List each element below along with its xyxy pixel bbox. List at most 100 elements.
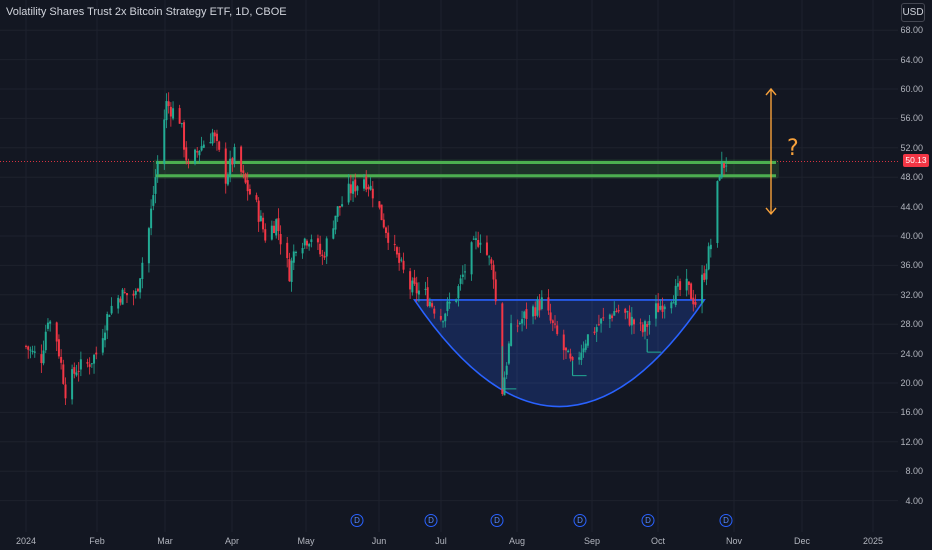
candle-body <box>106 314 109 331</box>
candle-body <box>723 163 726 168</box>
candle-body <box>363 179 366 189</box>
candle-body <box>211 132 214 144</box>
candle-body <box>611 315 614 319</box>
candle-body <box>46 322 49 329</box>
candle-body <box>308 243 311 247</box>
candle-body <box>294 251 297 253</box>
dividend-event-marker[interactable]: D <box>490 514 504 527</box>
candle-body <box>279 233 282 245</box>
candle-body <box>319 243 322 255</box>
price-tick-label: 24.00 <box>900 348 923 359</box>
candle-body <box>224 148 227 184</box>
candle-body <box>657 303 660 313</box>
candle-body <box>95 352 98 355</box>
candle-body <box>301 248 304 254</box>
candle-body <box>365 176 368 190</box>
candle-body <box>692 297 695 305</box>
candle-body <box>325 238 328 257</box>
time-tick-label: Jul <box>435 536 447 546</box>
candle-body <box>134 290 137 295</box>
candlestick-series <box>25 92 728 405</box>
candle-body <box>292 251 295 263</box>
candle-body <box>646 323 649 327</box>
chart-grid <box>0 0 898 532</box>
candle-body <box>257 200 260 222</box>
candle-body <box>571 357 574 361</box>
candle-body <box>25 345 27 347</box>
candle-body <box>444 313 447 322</box>
candle-body <box>125 293 128 296</box>
candle-body <box>580 352 583 360</box>
candle-body <box>316 238 319 243</box>
candle-body <box>44 331 47 351</box>
candle-body <box>303 238 306 246</box>
candle-body <box>347 183 350 203</box>
candle-body <box>676 283 679 287</box>
price-tick-label: 28.00 <box>900 319 923 330</box>
candle-body <box>93 354 96 364</box>
dividend-event-marker[interactable]: D <box>424 514 438 527</box>
candle-body <box>255 195 258 200</box>
candle-body <box>165 101 168 121</box>
candle-body <box>71 369 74 400</box>
candle-body <box>534 307 537 317</box>
price-tick-label: 8.00 <box>905 466 923 477</box>
candle-body <box>639 322 642 324</box>
candle-body <box>27 346 30 350</box>
candle-body <box>86 362 89 364</box>
candle-body <box>615 310 618 312</box>
candle-body <box>209 142 212 144</box>
candle-body <box>183 122 186 150</box>
cup-pattern <box>413 299 706 408</box>
candle-body <box>218 141 221 150</box>
candle-body <box>101 338 104 353</box>
candle-body <box>310 239 313 243</box>
candle-body <box>384 227 387 233</box>
currency-button[interactable]: USD <box>901 3 925 22</box>
candle-body <box>213 132 216 137</box>
dividend-event-marker[interactable]: D <box>719 514 733 527</box>
candle-body <box>117 297 120 309</box>
candle-body <box>556 325 559 334</box>
candle-body <box>393 243 396 245</box>
candle-body <box>415 282 418 294</box>
candle-body <box>187 162 190 165</box>
candle-body <box>446 301 449 311</box>
candle-body <box>110 305 113 314</box>
candle-body <box>505 365 508 375</box>
candle-body <box>172 108 175 119</box>
candle-body <box>305 240 308 246</box>
dividend-event-marker[interactable]: D <box>350 514 364 527</box>
candle-body <box>31 350 34 353</box>
dividend-event-marker[interactable]: D <box>573 514 587 527</box>
candle-body <box>233 147 236 164</box>
candle-body <box>474 238 477 240</box>
candle-body <box>716 181 719 244</box>
price-tick-label: 32.00 <box>900 289 923 300</box>
price-tick-label: 68.00 <box>900 25 923 36</box>
dividend-event-marker[interactable]: D <box>641 514 655 527</box>
candle-body <box>709 244 712 250</box>
candle-body <box>536 299 539 316</box>
candle-body <box>123 292 126 294</box>
candle-body <box>562 334 565 351</box>
candle-body <box>108 315 111 317</box>
candle-body <box>79 359 82 370</box>
candle-body <box>661 305 664 312</box>
candle-body <box>367 186 370 190</box>
candle-body <box>77 370 80 372</box>
candle-body <box>194 149 197 164</box>
candle-body <box>439 315 442 320</box>
time-tick-label: Oct <box>650 536 666 546</box>
candle-body <box>185 147 188 161</box>
candle-body <box>600 318 603 324</box>
time-tick-label: Mar <box>157 536 173 546</box>
candle-body <box>455 299 458 303</box>
candle-body <box>169 106 172 117</box>
time-tick-label: Sep <box>583 536 601 546</box>
price-tick-label: 60.00 <box>900 84 923 94</box>
candle-body <box>417 290 420 295</box>
candle-body <box>503 377 506 396</box>
candle-body <box>332 228 335 239</box>
